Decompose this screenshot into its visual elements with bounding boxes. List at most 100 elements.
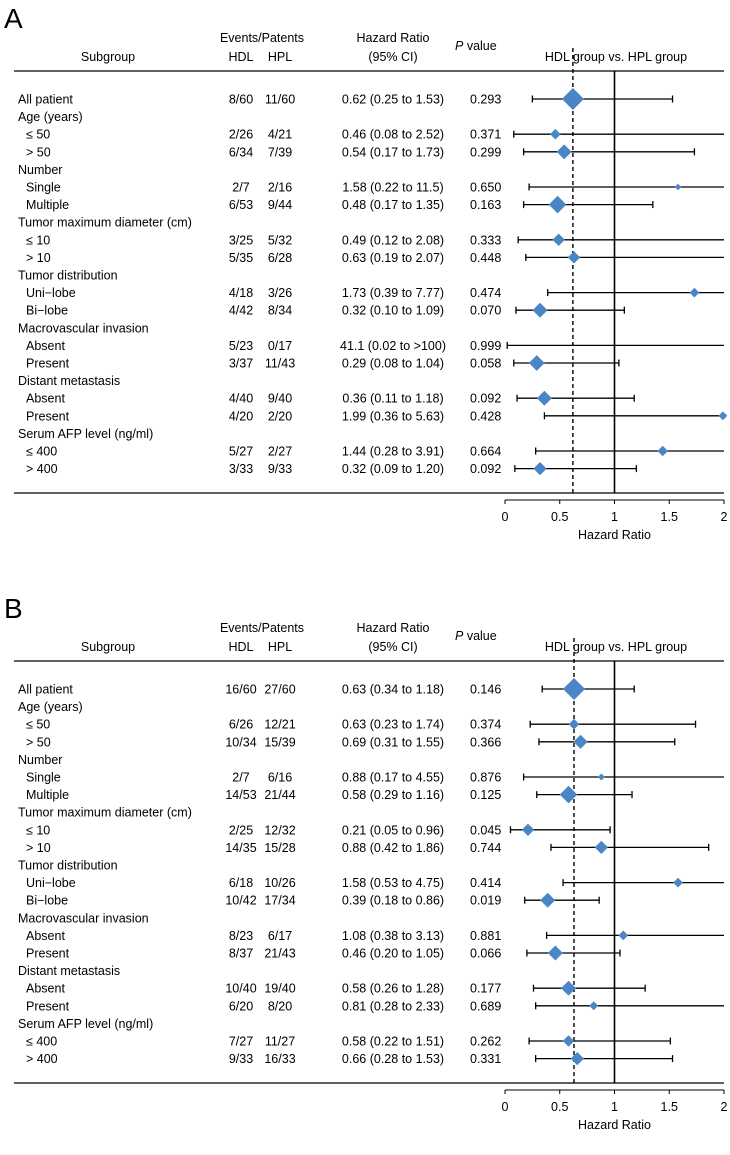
point-estimate-marker xyxy=(674,183,682,191)
hazard-ratio-ci: 1.99 (0.36 to 5.63) xyxy=(342,409,444,423)
row-label: Absent xyxy=(26,982,65,996)
hpl-events: 11/60 xyxy=(265,93,295,107)
row-label: ≤ 10 xyxy=(26,823,50,837)
forest-row: > 10 14/35 15/28 0.88 (0.42 to 1.86) 0.744 xyxy=(26,840,710,855)
p-value: 0.744 xyxy=(470,841,501,855)
p-value: 0.689 xyxy=(470,999,501,1013)
p-value: 0.664 xyxy=(470,445,501,459)
row-label: Absent xyxy=(26,929,65,943)
hazard-ratio-ci: 0.36 (0.11 to 1.18) xyxy=(342,392,443,406)
p-value: 0.371 xyxy=(470,128,501,142)
hdl-events: 2/7 xyxy=(232,771,249,785)
row-label: Single xyxy=(26,771,61,785)
forest-row: Bi−lobe 10/42 17/34 0.39 (0.18 to 0.86) 0.01… xyxy=(26,892,600,908)
hdl-events: 6/34 xyxy=(229,145,253,159)
hdl-events: 14/35 xyxy=(225,841,256,855)
forest-row: Absent 4/40 9/40 0.36 (0.11 to 1.18) 0.092 xyxy=(26,390,635,406)
hdl-events: 9/33 xyxy=(229,1052,253,1066)
hpl-events: 0/17 xyxy=(268,339,292,353)
row-label: > 10 xyxy=(26,251,51,265)
forest-row: ≤ 50 2/26 4/21 0.46 (0.08 to 2.52) 0.371 xyxy=(26,128,724,142)
header-hdl: HDL xyxy=(228,50,253,64)
header-hdl: HDL xyxy=(228,640,253,654)
hazard-ratio-ci: 1.73 (0.39 to 7.77) xyxy=(342,286,444,300)
point-estimate-marker xyxy=(532,302,548,318)
subgroup-header-row: Number xyxy=(18,163,62,177)
header-hazard-ratio: Hazard Ratio xyxy=(357,31,430,45)
hdl-events: 6/53 xyxy=(229,198,253,212)
row-label: > 400 xyxy=(26,462,58,476)
hpl-events: 8/34 xyxy=(268,304,292,318)
p-value: 0.092 xyxy=(470,392,501,406)
forest-row: Absent 8/23 6/17 1.08 (0.38 to 3.13) 0.881 xyxy=(26,929,724,943)
p-value: 0.045 xyxy=(470,823,501,837)
p-value: 0.876 xyxy=(470,771,501,785)
hpl-events: 5/32 xyxy=(268,233,292,247)
p-value: 0.070 xyxy=(470,304,501,318)
point-estimate-marker xyxy=(547,945,563,961)
subgroup-category-label: Age (years) xyxy=(18,110,83,124)
point-estimate-marker xyxy=(528,355,545,371)
p-value: 0.177 xyxy=(470,982,501,996)
p-value: 0.414 xyxy=(470,876,501,890)
p-value: 0.333 xyxy=(470,233,501,247)
hazard-ratio-ci: 0.46 (0.08 to 2.52) xyxy=(342,128,444,142)
subgroup-header-row: Number xyxy=(18,753,62,767)
forest-row: Uni−lobe 6/18 10/26 1.58 (0.53 to 4.75) 0.41… xyxy=(26,876,724,890)
hdl-events: 14/53 xyxy=(225,788,256,802)
forest-plot-panel-b: B Subgroup Events/Patents HDL HPL Hazard Rati… xyxy=(0,590,730,1150)
hpl-events: 7/39 xyxy=(268,145,292,159)
header-comparison: HDL group vs. HPL group xyxy=(545,50,687,64)
hazard-ratio-ci: 1.08 (0.38 to 3.13) xyxy=(342,929,444,943)
hdl-events: 8/60 xyxy=(229,93,253,107)
hdl-events: 3/33 xyxy=(229,462,253,476)
point-estimate-marker xyxy=(568,718,580,730)
point-estimate-marker xyxy=(540,892,556,908)
subgroup-category-label: Tumor distribution xyxy=(18,269,118,283)
hpl-events: 6/16 xyxy=(268,771,292,785)
hdl-events: 4/18 xyxy=(229,286,253,300)
p-value: 0.428 xyxy=(470,409,501,423)
header-hpl: HPL xyxy=(268,50,292,64)
hpl-events: 6/17 xyxy=(268,929,292,943)
hdl-events: 5/27 xyxy=(229,445,253,459)
p-value: 0.374 xyxy=(470,718,501,732)
forest-row: > 400 3/33 9/33 0.32 (0.09 to 1.20) 0.092 xyxy=(26,462,638,476)
p-value: 0.299 xyxy=(470,145,501,159)
header-hpl: HPL xyxy=(268,640,292,654)
row-label: > 50 xyxy=(26,735,51,749)
header-p-rest: value xyxy=(463,39,496,53)
hazard-ratio-ci: 0.81 (0.28 to 2.33) xyxy=(342,999,444,1013)
hazard-ratio-ci: 0.21 (0.05 to 0.96) xyxy=(342,823,444,837)
x-tick-label: 2 xyxy=(721,510,728,524)
hdl-events: 16/60 xyxy=(225,683,256,697)
hazard-ratio-ci: 0.58 (0.29 to 1.16) xyxy=(342,788,444,802)
x-tick-label: 1 xyxy=(611,1100,618,1114)
hdl-events: 2/7 xyxy=(232,181,249,195)
subgroup-header-row: Macrovascular invasion xyxy=(18,321,149,335)
hdl-events: 5/35 xyxy=(229,251,253,265)
row-label: > 50 xyxy=(26,145,51,159)
p-value: 0.092 xyxy=(470,462,501,476)
forest-plot-a: A Subgroup Events/Patents HDL HPL Hazard Rati… xyxy=(4,3,728,542)
header-p-italic: P xyxy=(455,39,464,53)
hpl-events: 17/34 xyxy=(264,894,295,908)
forest-row: Bi−lobe 4/42 8/34 0.32 (0.10 to 1.09) 0.070 xyxy=(26,302,626,318)
subgroup-header-row: Tumor distribution xyxy=(18,859,118,873)
forest-row: Present 4/20 2/20 1.99 (0.36 to 5.63) 0.428 xyxy=(26,409,728,423)
x-tick-label: 0 xyxy=(502,1100,509,1114)
x-tick-label: 2 xyxy=(721,1100,728,1114)
forest-row: Absent 10/40 19/40 0.58 (0.26 to 1.28) 0.177 xyxy=(26,980,646,996)
hazard-ratio-ci: 0.32 (0.09 to 1.20) xyxy=(342,462,444,476)
hazard-ratio-ci: 0.46 (0.20 to 1.05) xyxy=(342,947,444,961)
forest-row: Present 8/37 21/43 0.46 (0.20 to 1.05) 0.066 xyxy=(26,945,621,961)
header-p-value: P value xyxy=(455,39,497,53)
hazard-ratio-ci: 0.63 (0.23 to 1.74) xyxy=(342,718,444,732)
row-label: Uni−lobe xyxy=(26,876,76,890)
point-estimate-marker xyxy=(567,251,581,264)
hpl-events: 2/20 xyxy=(268,409,292,423)
point-estimate-marker xyxy=(561,980,576,996)
p-value: 0.366 xyxy=(470,735,501,749)
hpl-events: 9/40 xyxy=(268,392,292,406)
forest-row: Present 3/37 11/43 0.29 (0.08 to 1.04) 0.058 xyxy=(26,355,620,371)
